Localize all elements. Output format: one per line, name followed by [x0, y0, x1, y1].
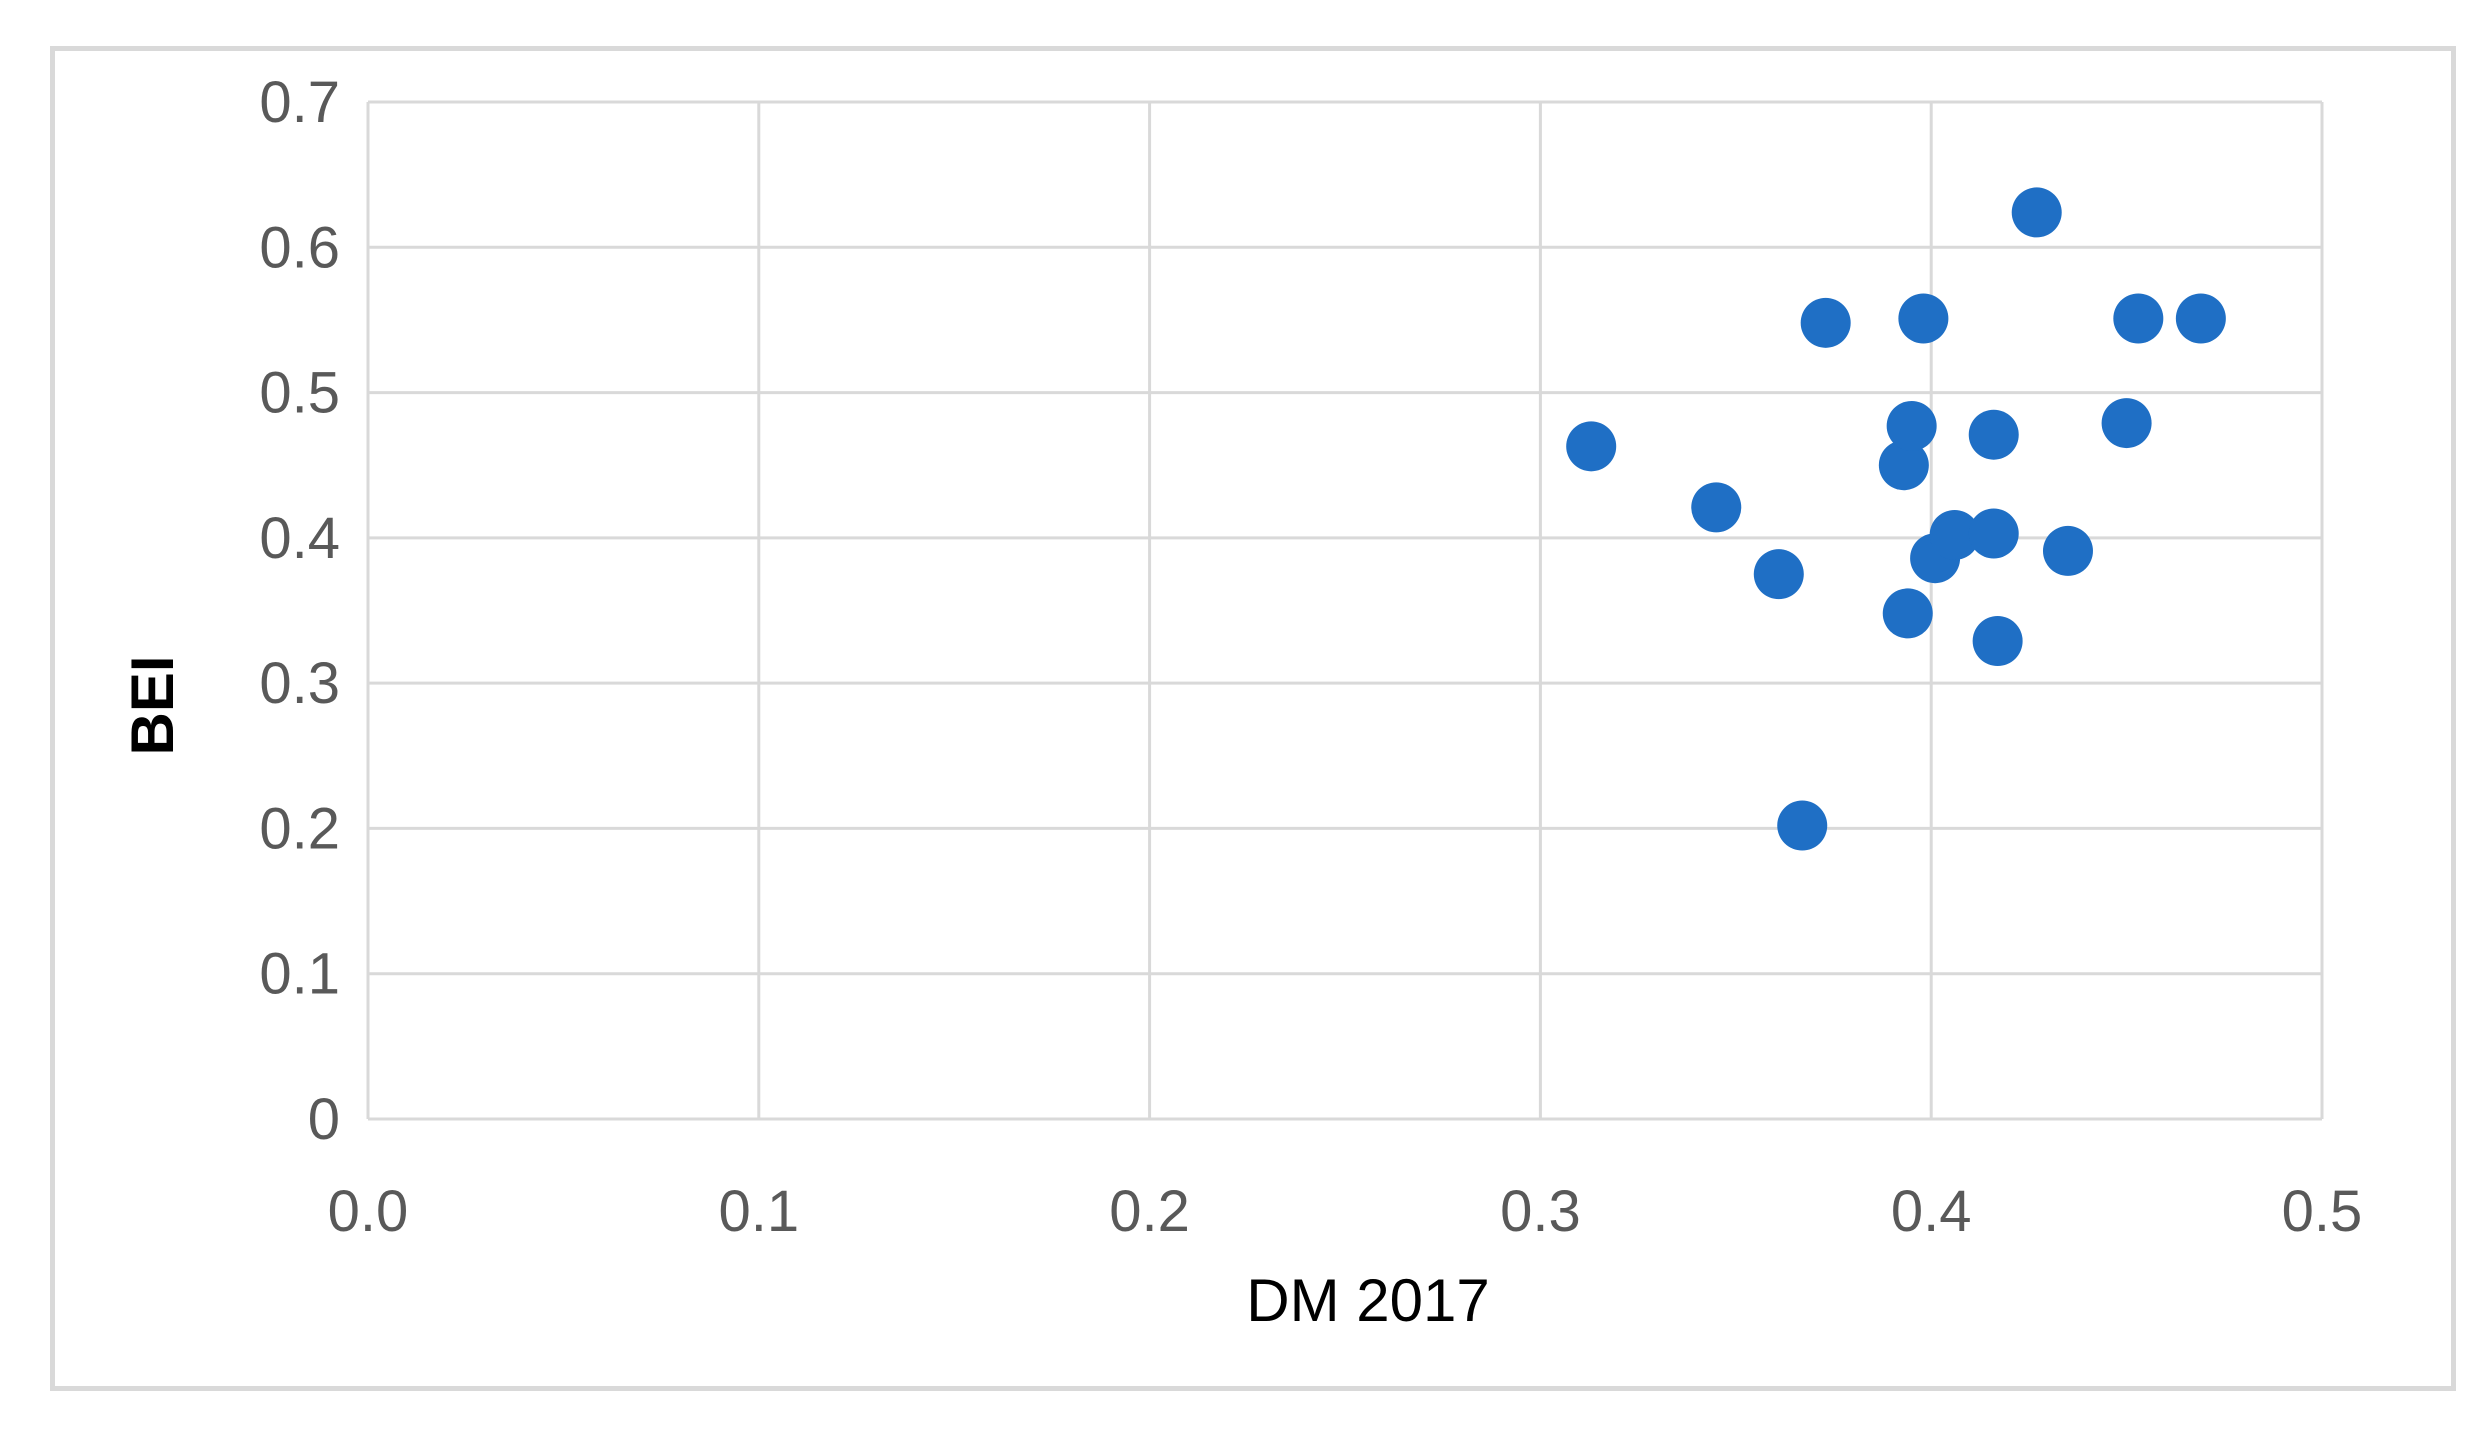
data-point-3: [1777, 800, 1828, 851]
y-tick-label-7: 0.7: [259, 70, 340, 135]
data-point-14: [2011, 187, 2062, 238]
y-tick-label-1: 0.1: [259, 942, 340, 1007]
x-tick-label-5: 0.5: [2282, 1179, 2363, 1244]
data-point-18: [2175, 293, 2226, 344]
data-point-2: [1753, 549, 1804, 600]
data-point-7: [1886, 400, 1937, 451]
x-tick-label-2: 0.2: [1109, 1179, 1190, 1244]
gridlines: [366, 100, 2324, 1121]
data-point-12: [1968, 508, 2019, 559]
x-tick-label-1: 0.1: [718, 1179, 799, 1244]
x-tick-label-0: 0.0: [328, 1179, 409, 1244]
x-axis-title: DM 2017: [1246, 1267, 1489, 1334]
data-point-13: [1972, 616, 2023, 667]
data-point-1: [1691, 482, 1742, 533]
chart-frame: 0 0.1 0.2 0.3 0.4 0.5 0.6 0.7 0.0 0.1 0.2 0.3 0.4 0.…: [50, 46, 2456, 1391]
x-tick-label-4: 0.4: [1891, 1179, 1972, 1244]
y-tick-label-5: 0.5: [259, 361, 340, 426]
data-points: [1566, 187, 2226, 851]
data-point-4: [1800, 297, 1851, 348]
data-point-8: [1898, 293, 1949, 344]
data-point-10: [1929, 509, 1980, 560]
data-point-16: [2101, 398, 2152, 449]
y-axis-ticks: 0 0.1 0.2 0.3 0.4 0.5 0.6 0.7: [259, 70, 340, 1152]
x-axis-ticks: 0.0 0.1 0.2 0.3 0.4 0.5: [328, 1179, 2363, 1244]
data-point-5: [1878, 440, 1929, 491]
y-axis-title: BEI: [119, 655, 186, 755]
scatter-chart: 00.10.20.30.40.50.60.7 0.0 0.1 0.2 0.3 0.4 0.…: [119, 70, 2363, 1334]
y-tick-label-6: 0.6: [259, 215, 340, 280]
data-point-17: [2113, 293, 2164, 344]
x-tick-label-3: 0.3: [1500, 1179, 1581, 1244]
y-tick-label-4: 0.4: [259, 506, 340, 571]
data-point-6: [1882, 588, 1933, 639]
data-point-11: [1968, 409, 2019, 460]
y-tick-label-3: 0.3: [259, 651, 340, 716]
y-tick-label-0: 0: [308, 1087, 340, 1152]
data-point-15: [2042, 525, 2093, 576]
y-tick-label-2: 0.2: [259, 796, 340, 861]
data-point-0: [1566, 421, 1617, 472]
